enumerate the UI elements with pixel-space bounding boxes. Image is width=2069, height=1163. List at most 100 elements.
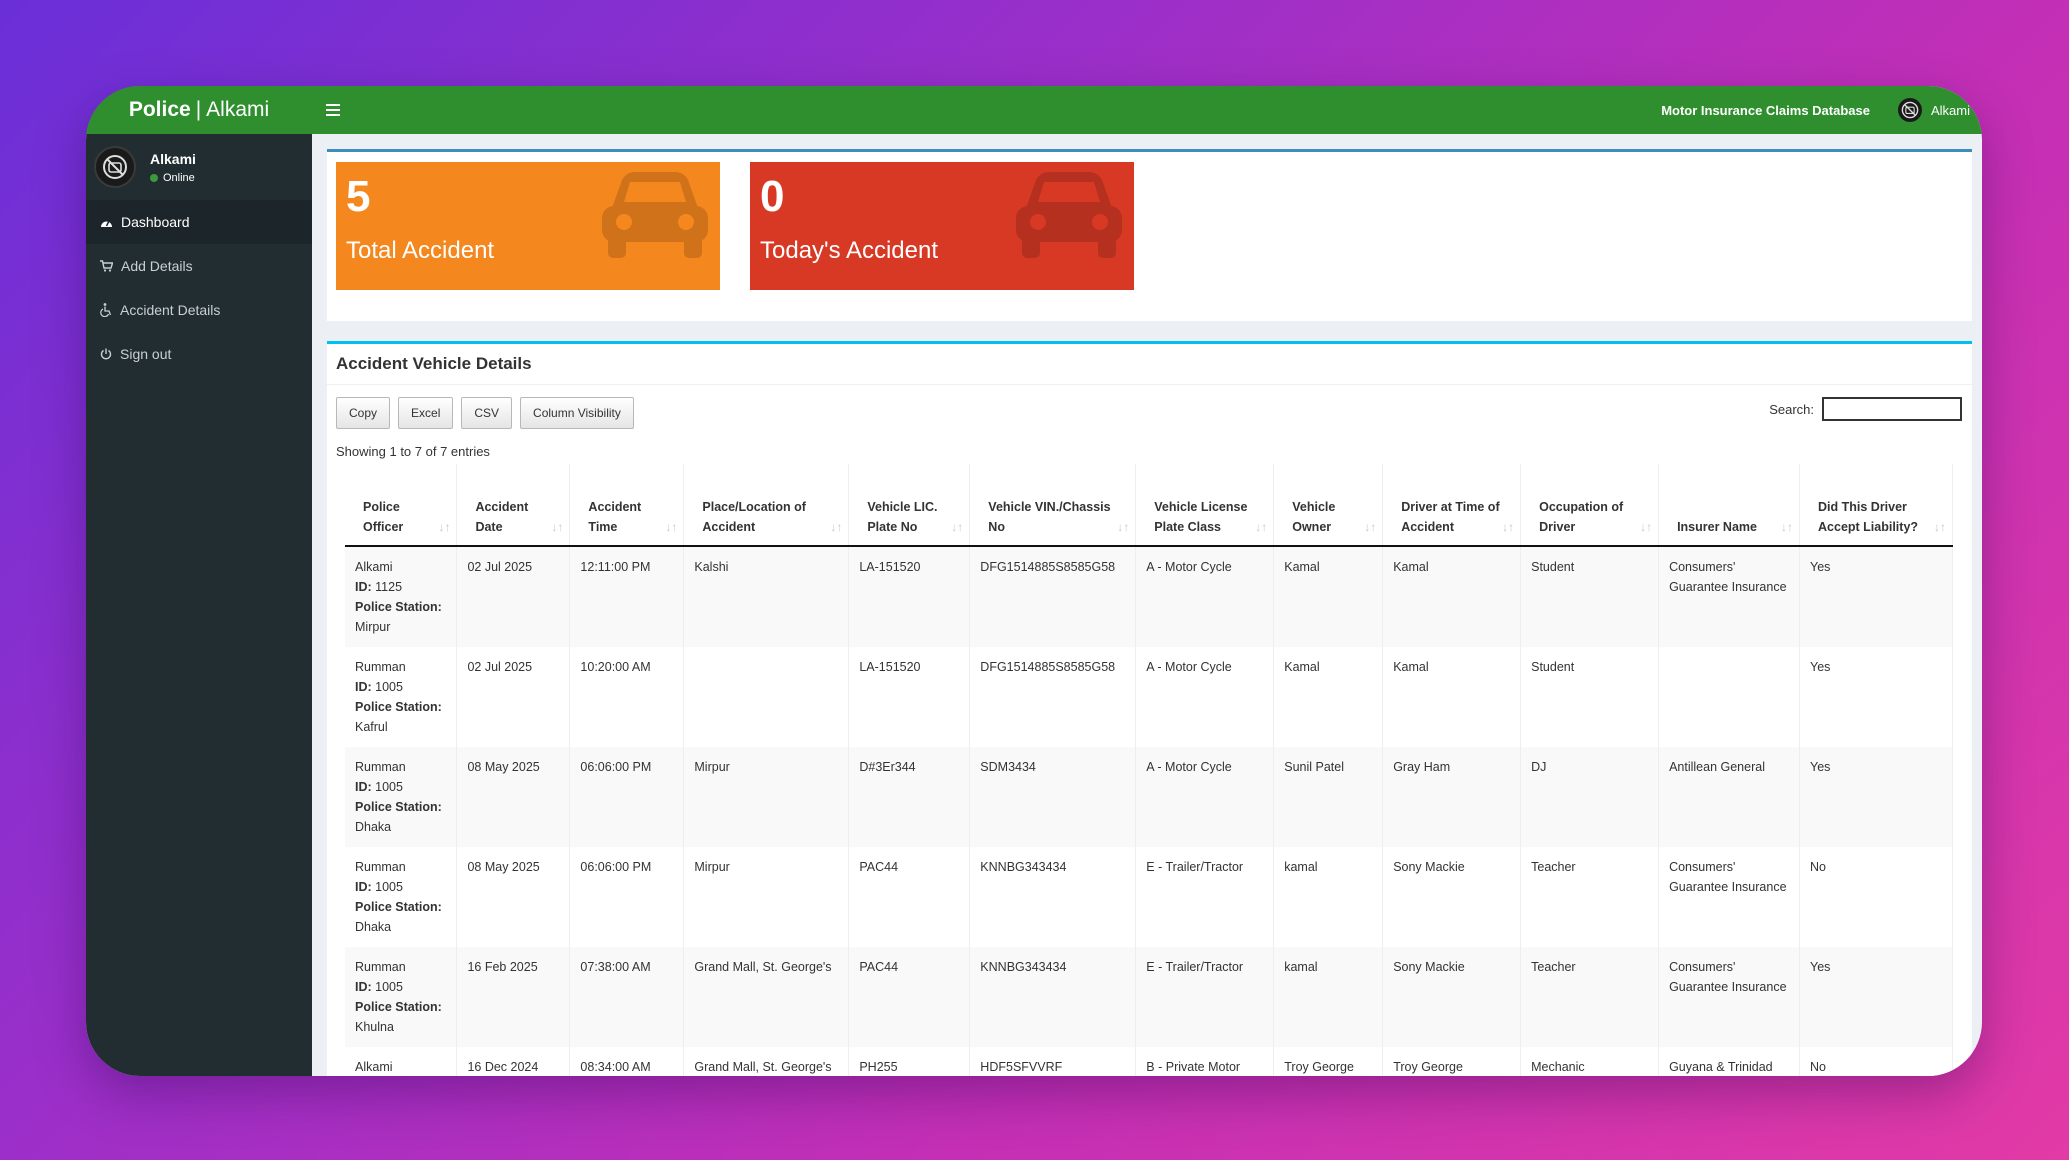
police-station: Dhaka: [355, 820, 392, 834]
plate-cell: LA-151520: [848, 546, 971, 647]
search-input[interactable]: [1822, 397, 1962, 421]
table-header-row: Police Officer ↓↑ Accident Date ↓↑ Accident …: [345, 464, 1953, 547]
time-cell: 06:06:00 PM: [569, 847, 685, 947]
class-cell: A - Motor Cycle: [1135, 546, 1275, 647]
column-header[interactable]: Vehicle LIC. Plate No ↓↑: [848, 464, 971, 547]
officer-id: ID: 1005: [355, 980, 403, 994]
table-search: Search:: [1769, 397, 1962, 421]
officer-cell: Rumman ID: 1005 Police Station: Dhaka: [345, 747, 458, 847]
vin-cell: SDM3434: [969, 747, 1137, 847]
app-title: Motor Insurance Claims Database: [1661, 102, 1870, 118]
date-cell: 08 May 2025: [456, 747, 571, 847]
user-menu-name: Alkami: [1930, 102, 1970, 118]
date-cell: 16 Feb 2025: [456, 947, 571, 1047]
user-menu[interactable]: Alkami: [1897, 98, 1970, 122]
table-row[interactable]: Rumman ID: 1005 Police Station: Khulna 16 Fe…: [345, 947, 1953, 1047]
avatar: [94, 146, 136, 188]
police-station-label: Police Station:: [355, 800, 442, 814]
place-cell: Kalshi: [683, 546, 850, 647]
online-dot-icon: [150, 173, 158, 182]
stat-value: 5: [346, 172, 371, 221]
sidebar-item-add-details[interactable]: Add Details: [86, 244, 312, 288]
officer-cell: Alkami ID: 1125 Police Station: Mirpur: [345, 546, 458, 647]
officer-name: Rumman: [355, 760, 406, 774]
insurer-cell: Guyana & Trinidad Mutual Insurance: [1658, 1047, 1801, 1076]
column-header-label: Place/Location of Accident: [702, 500, 806, 534]
user-name: Alkami: [150, 150, 196, 167]
stat-label: Today's Accident: [760, 237, 939, 264]
column-header[interactable]: Occupation of Driver ↓↑: [1520, 464, 1660, 547]
column-header[interactable]: Police Officer ↓↑: [345, 464, 458, 547]
driver-cell: Kamal: [1382, 546, 1522, 647]
table-row[interactable]: Alkami ID: 1125 Police Station: Mirpur 02 Ju…: [345, 546, 1953, 647]
brand-light: Alkami: [206, 98, 270, 121]
column-header-label: Did This Driver Accept Liability?: [1818, 500, 1919, 534]
table-row[interactable]: Rumman ID: 1005 Police Station: Kafrul 02 Ju…: [345, 647, 1953, 747]
column-header[interactable]: Vehicle License Plate Class ↓↑: [1135, 464, 1275, 547]
column-header[interactable]: Vehicle VIN./Chassis No ↓↑: [969, 464, 1137, 547]
place-cell: Grand Mall, St. George's: [683, 947, 850, 1047]
class-cell: B - Private Motor Vehicle: [1135, 1047, 1275, 1076]
liability-cell: Yes: [1799, 947, 1953, 1047]
sidebar: Police | Alkami Alkami Online: [86, 86, 312, 1076]
sidebar-item-label: Add Details: [121, 258, 193, 274]
column-header[interactable]: Place/Location of Accident ↓↑: [683, 464, 850, 547]
column-header-label: Insurer Name: [1677, 520, 1757, 534]
power-icon: [100, 348, 112, 360]
table-body: Alkami ID: 1125 Police Station: Mirpur 02 Ju…: [345, 546, 1953, 1076]
dashboard-icon: [101, 220, 112, 227]
date-cell: 02 Jul 2025: [456, 647, 571, 747]
police-station: Mirpur: [355, 620, 391, 634]
date-cell: 02 Jul 2025: [456, 546, 571, 647]
owner-cell: Sunil Patel: [1273, 747, 1384, 847]
occupation-cell: Student: [1520, 647, 1660, 747]
driver-cell: Sony Mackie: [1382, 947, 1522, 1047]
police-station: Khulna: [355, 1020, 394, 1034]
column-visibility-button[interactable]: Column Visibility: [520, 397, 634, 429]
owner-cell: Kamal: [1273, 546, 1384, 647]
column-header[interactable]: Insurer Name ↓↑: [1658, 464, 1801, 547]
excel-button[interactable]: Excel: [398, 397, 454, 429]
officer-id: ID: 1005: [355, 780, 403, 794]
plate-cell: PH255: [848, 1047, 971, 1076]
sort-icon: ↓↑: [551, 520, 564, 534]
sidebar-item-dashboard[interactable]: Dashboard: [86, 200, 312, 244]
officer-name: Rumman: [355, 660, 406, 674]
police-station-label: Police Station:: [355, 900, 442, 914]
police-station-label: Police Station:: [355, 700, 442, 714]
driver-cell: Troy George: [1382, 1047, 1522, 1076]
column-header-label: Vehicle VIN./Chassis No: [988, 500, 1111, 534]
driver-cell: Kamal: [1382, 647, 1522, 747]
table-row[interactable]: Rumman ID: 1005 Police Station: Dhaka 08 May…: [345, 847, 1953, 947]
brand-logo[interactable]: Police | Alkami: [86, 86, 312, 134]
officer-id: ID: 1005: [355, 680, 403, 694]
sidebar-item-accident-details[interactable]: Accident Details: [86, 288, 312, 332]
column-header[interactable]: Vehicle Owner ↓↑: [1273, 464, 1384, 547]
table-row[interactable]: Rumman ID: 1005 Police Station: Dhaka 08 May…: [345, 747, 1953, 847]
column-header[interactable]: Accident Date ↓↑: [456, 464, 571, 547]
copy-button[interactable]: Copy: [336, 397, 391, 429]
time-cell: 08:34:00 AM: [569, 1047, 685, 1076]
column-header-label: Vehicle Owner: [1292, 500, 1336, 534]
sort-icon: ↓↑: [1781, 520, 1794, 534]
sort-icon: ↓↑: [1117, 520, 1130, 534]
stat-value: 0: [760, 172, 785, 221]
owner-cell: kamal: [1273, 947, 1384, 1047]
column-header[interactable]: Driver at Time of Accident ↓↑: [1382, 464, 1522, 547]
stat-tile-total-accident[interactable]: 5 Total Accident: [336, 162, 720, 290]
hamburger-menu-icon[interactable]: [326, 104, 340, 116]
police-station-label: Police Station:: [355, 600, 442, 614]
stat-tile-todays-accident[interactable]: 0 Today's Accident: [750, 162, 1134, 290]
vin-cell: DFG1514885S8585G58: [969, 647, 1137, 747]
user-status: Online: [150, 172, 196, 184]
owner-cell: kamal: [1273, 847, 1384, 947]
accident-table: Police Officer ↓↑ Accident Date ↓↑ Accident …: [345, 464, 1953, 1076]
sidebar-item-sign-out[interactable]: Sign out: [86, 332, 312, 376]
column-header[interactable]: Did This Driver Accept Liability? ↓↑: [1799, 464, 1953, 547]
csv-button[interactable]: CSV: [461, 397, 513, 429]
column-header[interactable]: Accident Time ↓↑: [569, 464, 685, 547]
accident-table-box: Accident Vehicle Details Copy Excel CSV …: [327, 341, 1972, 1076]
police-station: Kafrul: [355, 720, 388, 734]
